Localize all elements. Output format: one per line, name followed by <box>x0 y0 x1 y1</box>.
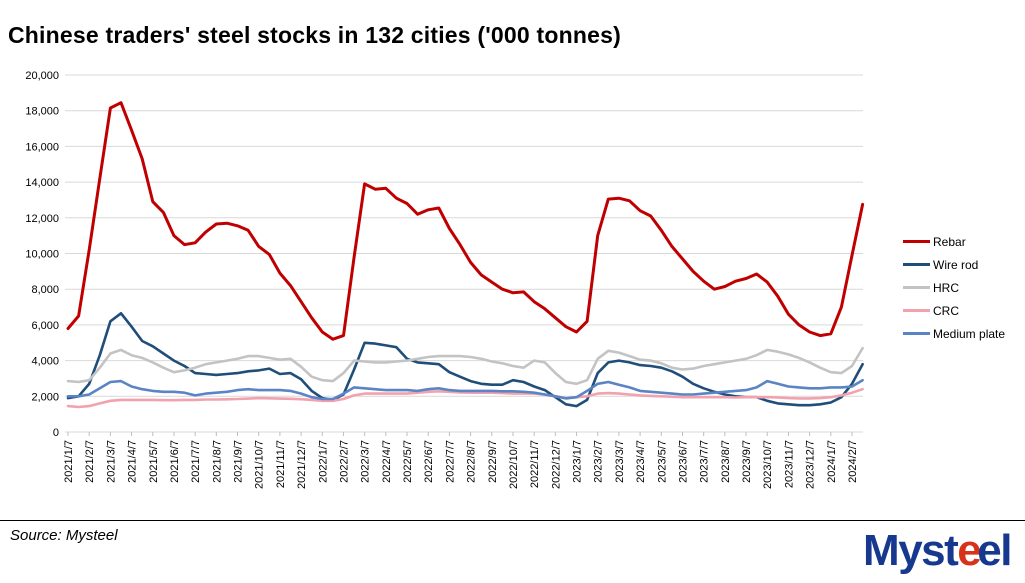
y-tick-label: 8,000 <box>31 284 59 296</box>
x-tick-label: 2023/11/7 <box>783 440 795 488</box>
y-tick-label: 2,000 <box>31 391 59 403</box>
x-tick-label: 2022/4/7 <box>381 440 393 483</box>
x-tick-label: 2022/12/7 <box>550 440 562 489</box>
chart-title: Chinese traders' steel stocks in 132 cit… <box>8 22 621 48</box>
y-tick-label: 14,000 <box>25 177 59 189</box>
x-tick-label: 2023/7/7 <box>699 440 711 483</box>
logo-text-part3: e <box>977 526 1001 575</box>
series-line-rebar <box>66 101 865 341</box>
y-tick-label: 0 <box>53 427 59 439</box>
series-line-wire-rod <box>66 311 864 408</box>
x-tick-label: 2022/9/7 <box>487 440 499 483</box>
x-tick-label: 2023/9/7 <box>741 440 753 483</box>
x-tick-label: 2024/2/7 <box>847 440 859 483</box>
source-note: Source: Mysteel <box>10 527 118 544</box>
legend-label-crc: CRC <box>933 303 959 318</box>
x-tick-label: 2023/4/7 <box>635 440 647 483</box>
x-tick-label: 2021/4/7 <box>127 440 139 483</box>
legend-item-crc: CRC <box>903 299 1005 322</box>
x-tick-label: 2022/11/7 <box>529 440 541 488</box>
legend-item-wire-rod: Wire rod <box>903 253 1005 276</box>
mysteel-logo: Mysteel <box>863 526 1012 576</box>
y-tick-label: 20,000 <box>25 70 59 82</box>
x-tick-label: 2021/2/7 <box>84 440 96 483</box>
y-axis-labels: 0 2,000 4,000 6,000 8,000 10,000 12,000 14,000 1… <box>25 70 59 439</box>
legend-label-wire-rod: Wire rod <box>933 257 979 272</box>
series-line-hrc <box>66 346 864 386</box>
x-tick-label: 2023/1/7 <box>572 440 584 483</box>
y-tick-label: 6,000 <box>31 320 59 332</box>
x-tick-label: 2021/7/7 <box>190 440 202 483</box>
x-tick-label: 2023/8/7 <box>720 440 732 483</box>
legend-label-medium-plate: Medium plate <box>933 326 1006 341</box>
logo-text-part1: Myst <box>863 526 959 575</box>
x-tick-label: 2021/5/7 <box>148 440 160 483</box>
legend-item-rebar: Rebar <box>903 230 1005 253</box>
x-tick-label: 2021/9/7 <box>233 440 245 483</box>
legend-swatch-medium-plate <box>903 332 930 335</box>
x-tick-label: 2024/1/7 <box>826 440 838 483</box>
footer-divider <box>0 520 1025 521</box>
legend-swatch-wire-rod <box>903 263 930 266</box>
logo-text-part2: e <box>957 526 981 575</box>
x-tick-label: 2023/10/7 <box>762 440 774 489</box>
legend-swatch-crc <box>903 309 930 312</box>
x-tick-label: 2021/3/7 <box>105 440 117 483</box>
legend-swatch-hrc <box>903 286 930 289</box>
y-tick-label: 4,000 <box>31 356 59 368</box>
x-tick-label: 2021/8/7 <box>211 440 223 483</box>
x-axis-ticks <box>67 432 853 436</box>
grid-lines <box>65 74 863 433</box>
line-chart: 0 2,000 4,000 6,000 8,000 10,000 12,000 14,000 1… <box>25 70 865 489</box>
x-tick-label: 2021/12/7 <box>296 440 308 489</box>
legend-item-medium-plate: Medium plate <box>903 322 1005 345</box>
legend-label-rebar: Rebar <box>933 234 966 249</box>
logo-text-part4: l <box>1000 526 1012 575</box>
series-line-crc <box>66 387 864 409</box>
x-tick-label: 2022/6/7 <box>423 440 435 483</box>
x-tick-label: 2023/6/7 <box>677 440 689 483</box>
x-tick-label: 2022/8/7 <box>466 440 478 483</box>
chart-legend: Rebar Wire rod HRC CRC Medium plate <box>903 230 1005 345</box>
x-axis-labels: 2021/1/7 2021/2/7 2021/3/7 2021/4/7 2021/5/7… <box>63 440 859 489</box>
x-tick-label: 2022/2/7 <box>338 440 350 483</box>
x-tick-label: 2023/3/7 <box>614 440 626 483</box>
y-tick-label: 12,000 <box>25 213 59 225</box>
x-tick-label: 2021/10/7 <box>254 440 266 489</box>
y-tick-label: 10,000 <box>25 249 59 261</box>
x-tick-label: 2022/5/7 <box>402 440 414 483</box>
x-tick-label: 2022/1/7 <box>317 440 329 483</box>
y-tick-label: 18,000 <box>25 106 59 118</box>
x-tick-label: 2021/1/7 <box>63 440 75 483</box>
legend-label-hrc: HRC <box>933 280 959 295</box>
y-tick-label: 16,000 <box>25 141 59 153</box>
x-tick-label: 2022/7/7 <box>444 440 456 483</box>
legend-item-hrc: HRC <box>903 276 1005 299</box>
x-tick-label: 2023/5/7 <box>656 440 668 483</box>
x-tick-label: 2021/6/7 <box>169 440 181 483</box>
legend-swatch-rebar <box>903 240 930 243</box>
x-tick-label: 2023/12/7 <box>805 440 817 489</box>
series-line-medium-plate <box>66 378 864 401</box>
x-tick-label: 2023/2/7 <box>593 440 605 483</box>
x-tick-label: 2022/3/7 <box>360 440 372 483</box>
x-tick-label: 2021/11/7 <box>275 440 287 488</box>
x-tick-label: 2022/10/7 <box>508 440 520 489</box>
